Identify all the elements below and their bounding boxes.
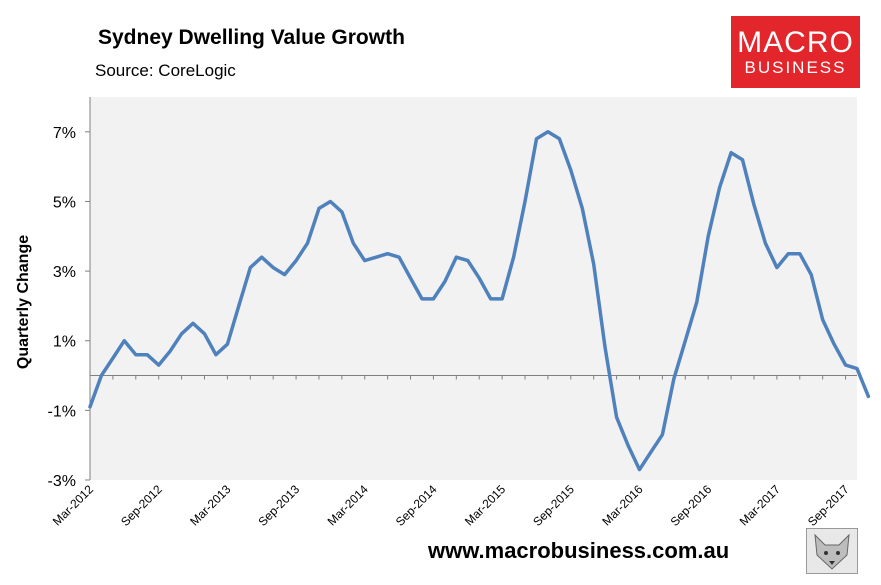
- y-axis-ticks: -3% -1% 1% 3% 5% 7%: [48, 125, 90, 490]
- y-tick-label: -1%: [48, 403, 76, 420]
- website-url: www.macrobusiness.com.au: [428, 538, 730, 563]
- chart-subtitle: Source: CoreLogic: [95, 61, 236, 80]
- macrobusiness-logo: MACRO BUSINESS: [731, 16, 860, 88]
- y-tick-label: 5%: [53, 194, 76, 211]
- x-tick-label: Mar-2015: [462, 482, 508, 528]
- logo-line-macro: MACRO: [737, 26, 854, 59]
- x-tick-label: Sep-2013: [255, 482, 302, 529]
- x-tick-label: Mar-2014: [325, 482, 371, 528]
- fox-mascot-icon: [806, 528, 858, 574]
- series-line-sydney: [88, 130, 871, 472]
- x-tick-label: Sep-2016: [668, 482, 715, 529]
- y-tick-label: 7%: [53, 125, 76, 142]
- x-tick-label: Sep-2015: [530, 482, 577, 529]
- plot-area: [90, 97, 857, 480]
- series-layer: [88, 130, 871, 472]
- x-tick-label: Mar-2017: [737, 482, 783, 528]
- y-tick-label: 3%: [53, 264, 76, 281]
- logo-line-business: BUSINESS: [744, 58, 847, 77]
- chart-title: Sydney Dwelling Value Growth: [98, 26, 405, 49]
- y-tick-label: -3%: [48, 473, 76, 490]
- x-tick-label: Sep-2014: [393, 482, 440, 529]
- x-tick-label: Sep-2012: [118, 482, 165, 529]
- x-tick-label: Mar-2013: [187, 482, 233, 528]
- y-axis-label: Quarterly Change: [15, 235, 32, 369]
- x-tick-label: Mar-2016: [599, 482, 645, 528]
- x-tick-label: Sep-2017: [805, 482, 852, 529]
- y-tick-label: 1%: [53, 334, 76, 351]
